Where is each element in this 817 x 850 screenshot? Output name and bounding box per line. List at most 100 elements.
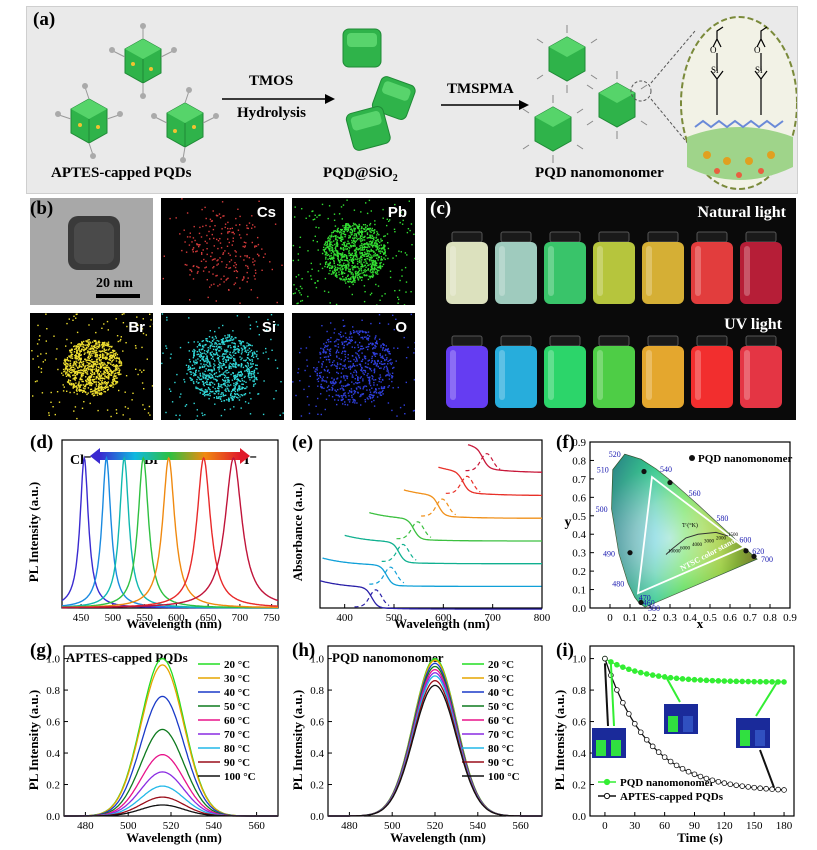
vial-cap-natural-1 [451,231,483,243]
f-planck-tick: 1500 [728,533,739,538]
g-ytick-label: 0.8 [46,685,60,697]
i-marker-1 [679,676,686,682]
g-xtick-label: 500 [120,820,137,832]
vial-cap-natural-6 [696,231,728,243]
vial-cap-natural-4 [598,231,630,243]
e-pl-dashed-4 [396,521,432,540]
panel-i-label: (i) [556,640,574,661]
f-xtick-label: 0.5 [703,612,717,624]
eds-map-cs: Cs [161,198,284,305]
i-marker-1 [626,666,632,673]
g-ytick-label: 0.4 [46,748,60,760]
f-ytick-label: 0.5 [572,511,586,523]
vials-photo: (c) Natural light UV light [426,198,796,420]
d-xtick-label: 450 [73,612,90,624]
h-xtick-label: 540 [470,820,487,832]
e-xtick-label: 500 [386,612,403,624]
vial-cap-uv-3 [549,335,581,347]
vial-natural-6 [691,242,733,304]
g-xlabel: Wavelength (nm) [126,830,222,845]
i-marker-1 [673,675,680,682]
f-ytick-label: 0.3 [572,548,586,560]
vials-graphics [446,231,782,408]
h-legend-label-5: 60 °C [488,715,514,727]
vial-uv-2 [495,346,537,408]
h-xtick-label: 520 [427,820,444,832]
vial-uv-7 [740,346,782,408]
arrow1-bottom-label: Hydrolysis [237,105,306,121]
i-marker-1 [631,668,638,674]
i-marker-1 [715,678,722,684]
e-pl-dashed-7 [465,453,501,472]
panel-e-label: (e) [292,432,314,453]
f-planck-label: Tᶜ(°K) [682,522,698,529]
i-ytick-label: 0.0 [572,811,586,823]
e-absorbance-2 [322,557,542,588]
vial-natural-4 [593,242,635,304]
i-marker-1 [709,677,716,684]
sio2-cube-1 [342,28,382,68]
vial-natural-5 [642,242,684,304]
i-marker-2 [685,768,692,775]
panel-f-label: (f) [556,432,575,453]
h-xtick-label: 480 [341,820,358,832]
h-legend-label-2: 30 °C [488,673,514,685]
d-xtick-label: 750 [263,612,280,624]
vial-natural-1 [446,242,488,304]
f-locus-label: 470 [639,593,651,602]
i-arrow-5 [759,749,776,789]
g-ytick-label: 0.6 [46,717,60,729]
vial-cap-natural-5 [647,231,679,243]
f-planck-tick: 3000 [704,540,715,545]
g-legend-label-7: 80 °C [224,743,250,755]
i-marker-2 [703,775,710,782]
h-xtick-label: 560 [512,820,529,832]
d-xtick-label: 500 [105,612,122,624]
i-xtick-label: 150 [746,820,763,832]
g-legend-label-2: 30 °C [224,673,250,685]
g-ylabel: PL Intensity (a.u.) [26,690,41,790]
e-pl-dashed-1 [354,589,390,608]
i-marker-1 [637,669,644,676]
i-marker-2 [751,784,757,791]
e-axes-frame [319,439,543,609]
i-marker-1 [745,678,752,685]
i-ylabel: PL Intensity (a.u.) [552,690,567,790]
scale-bar-label: 20 nm [96,276,133,291]
panel-a-label: (a) [33,9,56,30]
vial-natural-2 [495,242,537,304]
sio2-cube-3 [345,106,391,151]
i-marker-2 [679,765,686,772]
f-planck-tick: 6000 [680,546,691,551]
panel-a-schematic: (a) [26,6,798,194]
i-marker-2 [620,699,626,706]
nanomonomer-caption: PQD nanomonomer [535,165,664,181]
f-ylabel: y [565,515,572,530]
eds-dots-cs [162,198,283,304]
i-marker-1 [685,676,692,683]
i-marker-1 [643,671,650,677]
h-legend-label-1: 20 °C [488,659,514,671]
i-marker-2 [775,786,781,793]
i-xtick-label: 30 [629,820,641,832]
i-marker-1 [751,678,757,685]
f-locus-label: 600 [739,535,751,544]
e-absorbance-1 [319,580,542,610]
g-ytick-label: 0.2 [46,780,60,792]
d-xtick-label: 550 [136,612,153,624]
panel-g-label: (g) [30,640,53,661]
f-point-2 [627,550,633,556]
f-locus-label: 460 [643,598,655,607]
e-absorbance-6 [438,466,542,497]
f-xlabel: x [697,616,704,631]
f-ytick-label: 0.1 [572,585,586,597]
vial-cap-uv-2 [500,335,532,347]
i-marker-2 [637,729,644,736]
panel-c-label: (c) [430,198,452,219]
i-marker-2 [745,784,752,790]
e-pl-dashed-6 [445,475,481,494]
e-pl-dashed-2 [369,566,405,585]
i-marker-2 [697,773,704,780]
i-marker-1 [697,677,704,683]
i-ytick-label: 1.0 [572,654,586,666]
